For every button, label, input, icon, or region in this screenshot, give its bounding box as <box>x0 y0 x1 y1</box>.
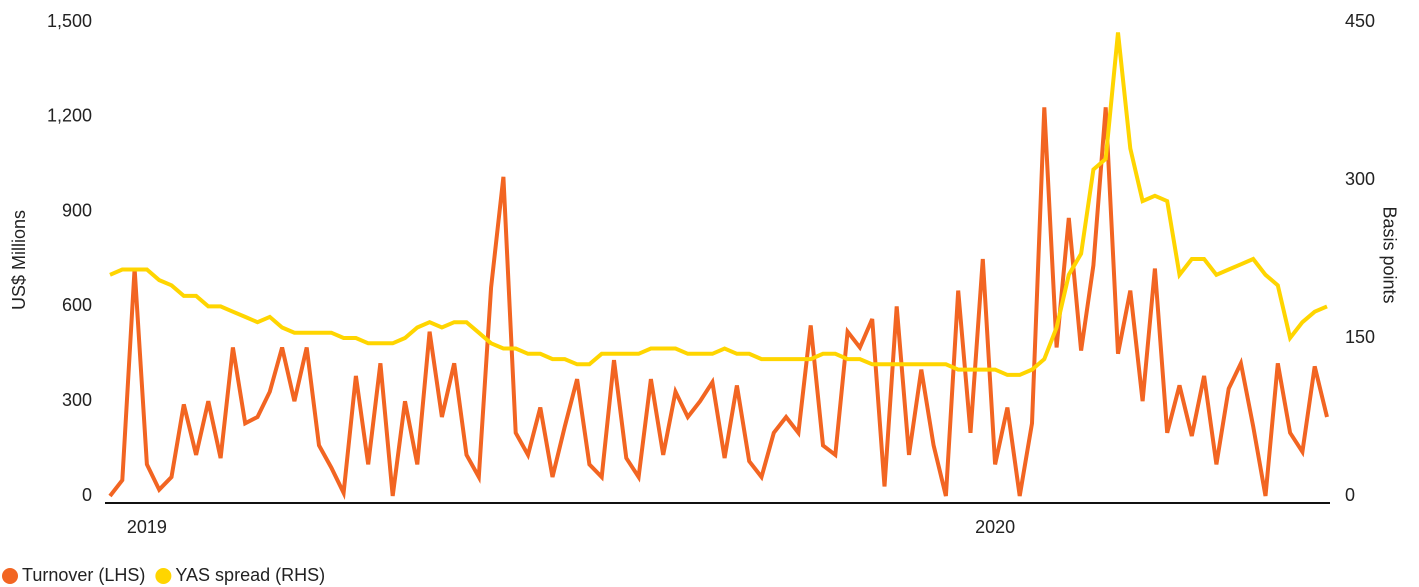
x-tick-label: 2020 <box>975 517 1015 537</box>
series-line <box>109 32 1328 377</box>
y-tick-label: 900 <box>62 200 92 220</box>
y2-tick-label: 0 <box>1345 485 1355 505</box>
y2-tick-label: 150 <box>1345 327 1375 347</box>
legend-label: Turnover (LHS) <box>22 565 145 585</box>
y-axis-title: US$ Millions <box>9 210 29 310</box>
y-tick-label: 600 <box>62 295 92 315</box>
y2-tick-label: 450 <box>1345 11 1375 31</box>
legend-swatch <box>155 568 172 584</box>
x-tick-label: 2019 <box>127 517 167 537</box>
y-tick-label: 1,200 <box>47 106 92 126</box>
y2-tick-label: 300 <box>1345 169 1375 189</box>
legend-label: YAS spread (RHS) <box>175 565 325 585</box>
y2-axis-title: Basis points <box>1379 206 1399 303</box>
y-tick-label: 0 <box>82 485 92 505</box>
series-line <box>108 107 1329 500</box>
y-tick-label: 1,500 <box>47 11 92 31</box>
legend-swatch <box>2 568 18 584</box>
y-tick-label: 300 <box>62 390 92 410</box>
